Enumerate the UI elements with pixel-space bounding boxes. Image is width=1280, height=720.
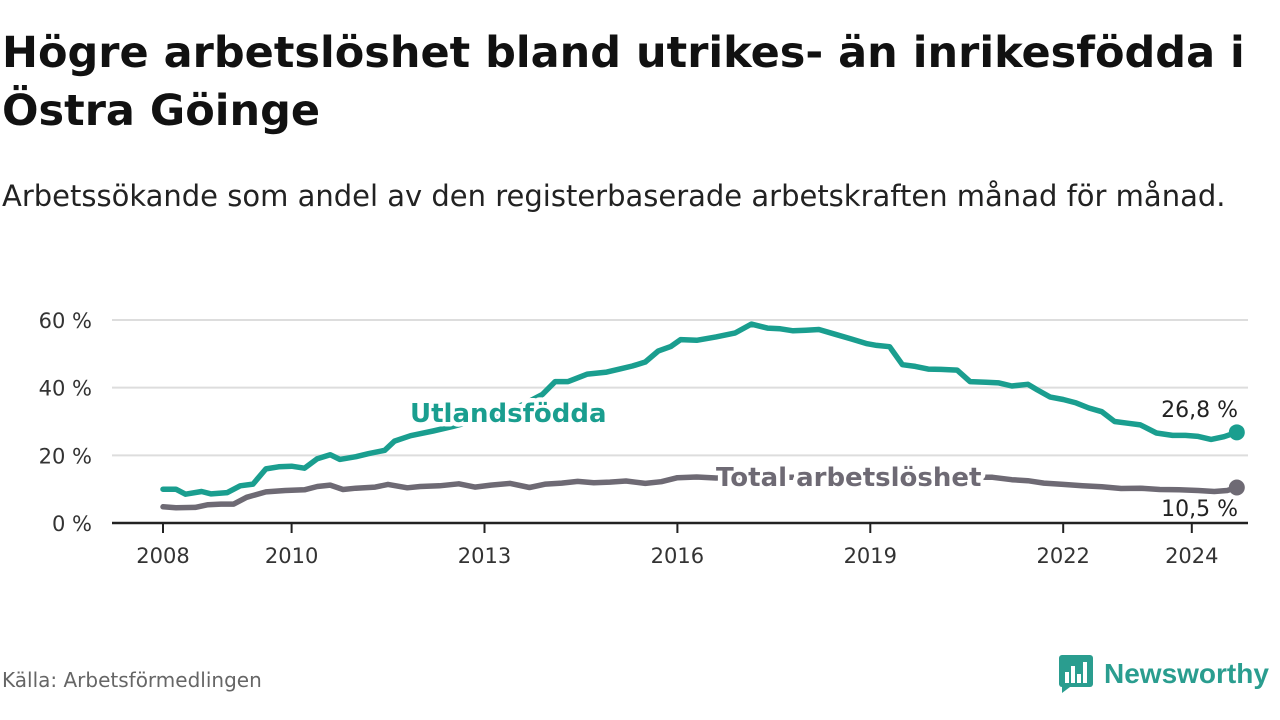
series-line-total [160, 474, 1240, 511]
chart-subtitle: Arbetssökande som andel av den registerb… [2, 179, 1226, 213]
series-end-dot [1228, 424, 1245, 441]
y-tick-label: 40 % [39, 377, 92, 401]
series-end-dot [1228, 479, 1245, 496]
series-line-utlandsfodda [160, 321, 1240, 497]
line-chart: 0 % 20 % 40 % 60 % 2008 2010 2013 2016 2019 2022… [39, 309, 1248, 568]
y-tick-label: 20 % [39, 444, 92, 468]
grid-lines [112, 319, 1248, 525]
series-label-halo: Total arbetslöshet [716, 463, 981, 493]
end-value-halo: 26,8 % [1161, 398, 1238, 423]
series-name-label: Utlandsfödda [410, 399, 607, 429]
y-tick-label: 60 % [39, 309, 92, 333]
x-tick-label: 2022 [1036, 544, 1089, 568]
series-lines [160, 321, 1245, 511]
series-name-label: Total arbetslöshet [716, 463, 981, 493]
y-tick-label: 0 % [52, 512, 92, 536]
x-tick-label: 2008 [136, 544, 189, 568]
brand-name: Newsworthy [1104, 658, 1269, 689]
end-value-label: 26,8 % [1161, 398, 1238, 423]
x-tick-label: 2013 [458, 544, 511, 568]
series-label-halo: Utlandsfödda [410, 399, 607, 429]
x-tick-label: 2019 [844, 544, 897, 568]
end-value-halo: 10,5 % [1161, 497, 1238, 522]
end-value-label: 10,5 % [1161, 497, 1238, 522]
x-axis-ticks: 2008 2010 2013 2016 2019 2022 2024 [136, 523, 1219, 568]
x-tick-label: 2010 [265, 544, 318, 568]
newsworthy-logo-icon [1059, 655, 1093, 693]
brand-logo[interactable]: Newsworthy [1058, 652, 1269, 696]
x-tick-label: 2016 [651, 544, 704, 568]
source-note: Källa: Arbetsförmedlingen [2, 668, 262, 692]
chart-title: Högre arbetslöshet bland utrikes- än inr… [2, 28, 1245, 136]
x-tick-label: 2024 [1165, 544, 1218, 568]
y-axis-ticks: 0 % 20 % 40 % 60 % [39, 309, 92, 536]
